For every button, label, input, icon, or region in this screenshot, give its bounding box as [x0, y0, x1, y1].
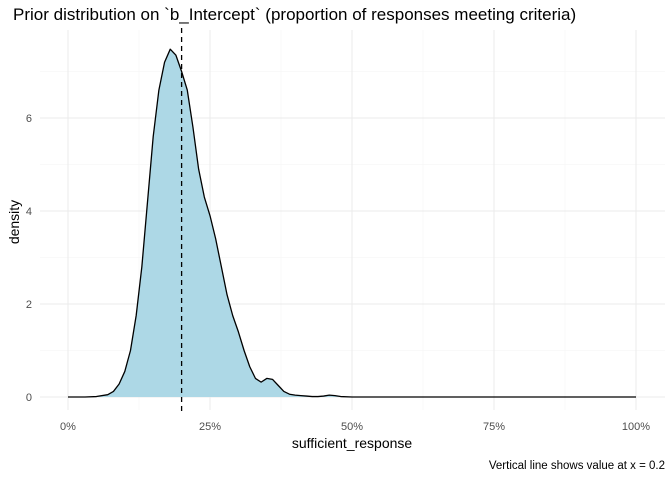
x-tick-label: 0% — [60, 421, 76, 433]
x-axis-title: sufficient_response — [292, 435, 413, 451]
y-tick-label: 4 — [26, 206, 32, 218]
density-line — [68, 48, 636, 398]
density-area — [68, 49, 636, 398]
x-tick-label: 25% — [199, 421, 221, 433]
y-tick-label: 6 — [26, 113, 32, 125]
y-tick-label: 2 — [26, 299, 32, 311]
x-tick-label: 75% — [483, 421, 505, 433]
x-tick-label: 50% — [341, 421, 363, 433]
chart-caption: Vertical line shows value at x = 0.2 — [489, 460, 665, 472]
density-area-layer — [68, 48, 636, 398]
x-tick-label: 100% — [622, 421, 650, 433]
x-axis-ticks: 0% 25% 50% 75% 100% — [60, 421, 650, 433]
y-axis-title: density — [6, 200, 22, 244]
y-tick-label: 0 — [26, 392, 32, 404]
chart-title: Prior distribution on `b_Intercept` (pro… — [13, 5, 576, 24]
y-axis-ticks: 0 2 4 6 — [26, 113, 32, 404]
